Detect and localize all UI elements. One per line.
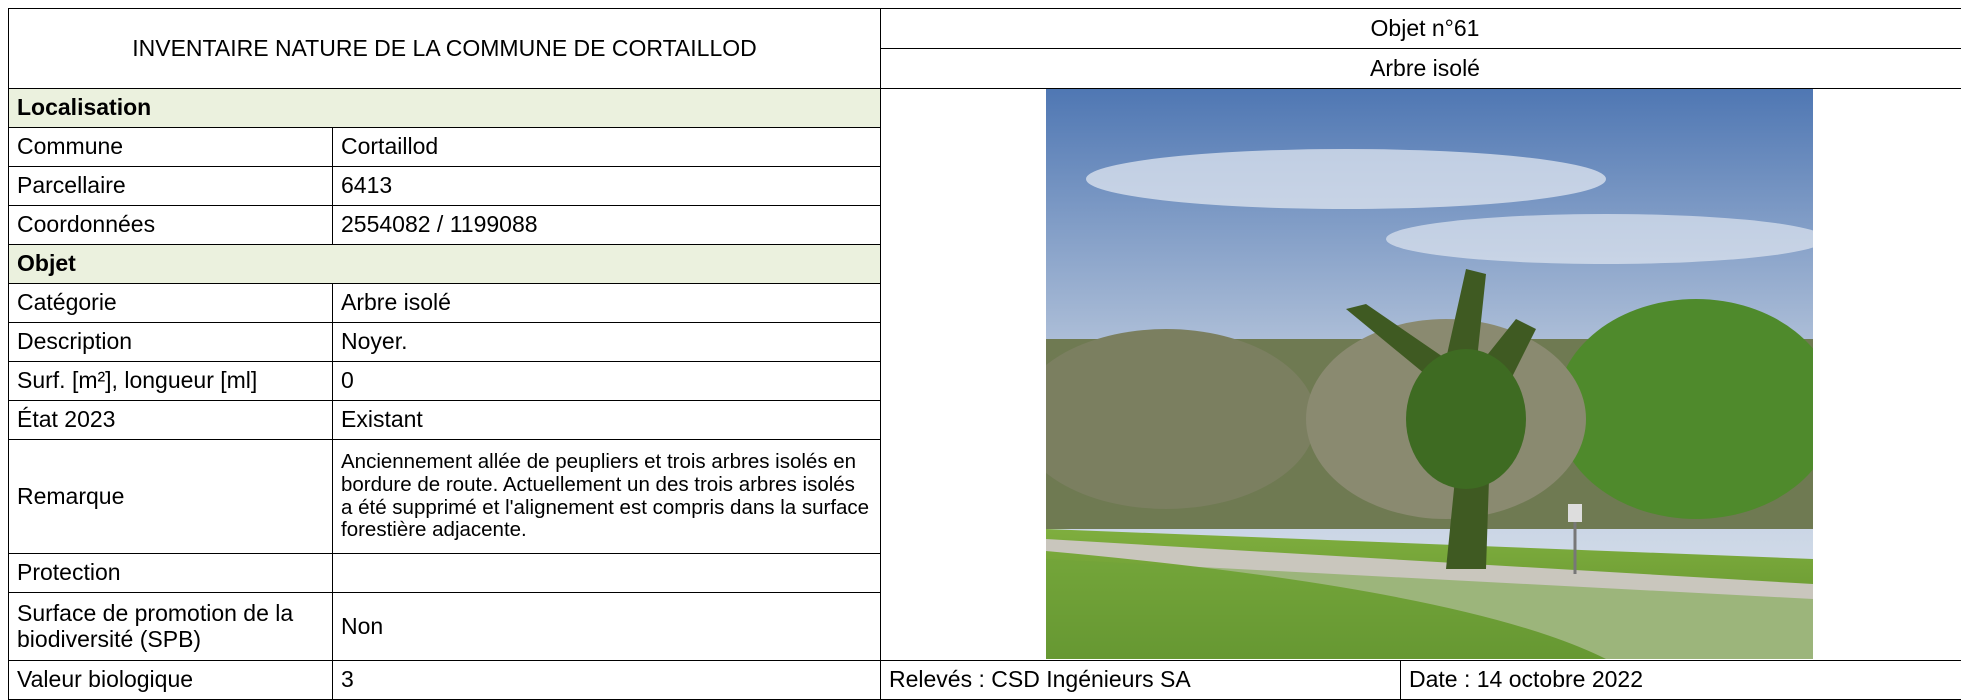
row-label: État 2023 [8, 400, 333, 440]
row-value: 0 [332, 361, 881, 401]
row-label: Coordonnées [8, 205, 333, 245]
object-number: Objet n°61 [880, 8, 1961, 49]
row-value: Noyer. [332, 322, 881, 362]
row-value: Anciennement allée de peupliers et trois… [332, 439, 881, 554]
row-value: Cortaillod [332, 127, 881, 167]
row-value: 3 [332, 660, 881, 700]
row-label: Protection [8, 553, 333, 593]
row-label: Surface de promotion de la biodiversité … [8, 592, 333, 661]
surveyor: Relevés : CSD Ingénieurs SA [880, 660, 1401, 700]
row-value: Arbre isolé [332, 283, 881, 323]
object-type: Arbre isolé [880, 48, 1961, 89]
row-label: Valeur biologique [8, 660, 333, 700]
row-label: Parcellaire [8, 166, 333, 206]
row-value: 6413 [332, 166, 881, 206]
row-value: 2554082 / 1199088 [332, 205, 881, 245]
row-value: Existant [332, 400, 881, 440]
row-label: Catégorie [8, 283, 333, 323]
photo [1046, 89, 1813, 659]
row-label: Commune [8, 127, 333, 167]
survey-date: Date : 14 octobre 2022 [1400, 660, 1961, 700]
row-value: Non [332, 592, 881, 661]
sheet-title: INVENTAIRE NATURE DE LA COMMUNE DE CORTA… [8, 8, 881, 89]
photo-cell [880, 88, 1961, 661]
row-value [332, 553, 881, 593]
section-header: Objet [8, 244, 881, 284]
row-label: Description [8, 322, 333, 362]
row-label: Remarque [8, 439, 333, 554]
row-label: Surf. [m²], longueur [ml] [8, 361, 333, 401]
section-header: Localisation [8, 88, 881, 128]
